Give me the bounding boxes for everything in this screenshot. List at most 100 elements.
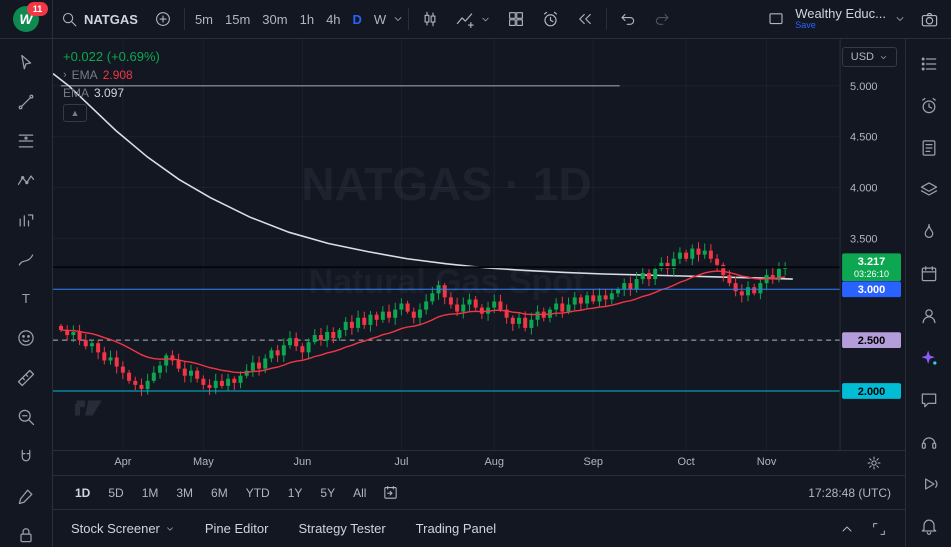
go-to-date-icon[interactable] bbox=[382, 484, 399, 501]
logo[interactable]: W 11 bbox=[0, 0, 53, 38]
hotlist-flame-icon[interactable] bbox=[916, 221, 942, 243]
range-5y[interactable]: 5Y bbox=[312, 483, 343, 503]
time-axis-month: Oct bbox=[678, 456, 695, 468]
monitor-layout-icon bbox=[767, 10, 785, 28]
support-headset-icon[interactable] bbox=[916, 431, 942, 453]
top-toolbar: W 11 NATGAS 5m 15m 30m 1h 4h D W bbox=[0, 0, 951, 39]
time-axis-month: Jun bbox=[293, 456, 311, 468]
time-axis-month: Jul bbox=[394, 456, 408, 468]
layout-grid-button[interactable] bbox=[499, 5, 533, 33]
tab-stock-screener[interactable]: Stock Screener bbox=[71, 521, 175, 536]
fib-retracement-tool-icon[interactable] bbox=[13, 130, 39, 153]
pattern-tool-icon[interactable] bbox=[13, 169, 39, 192]
right-sidebar bbox=[905, 39, 951, 547]
candlestick-icon bbox=[421, 10, 439, 28]
svg-text:2.500: 2.500 bbox=[858, 335, 885, 347]
notification-badge: 11 bbox=[27, 2, 48, 16]
panel-collapse-chevron-icon[interactable] bbox=[839, 521, 855, 537]
interval-1w[interactable]: W bbox=[368, 5, 392, 33]
chart-settings-gear-icon[interactable] bbox=[865, 454, 883, 472]
range-1m[interactable]: 1M bbox=[134, 483, 167, 503]
search-icon bbox=[61, 11, 78, 28]
watchlist-icon[interactable] bbox=[916, 53, 942, 75]
time-axis-month: Sep bbox=[583, 456, 603, 468]
snapshot-button[interactable] bbox=[912, 5, 947, 33]
range-1y[interactable]: 1Y bbox=[280, 483, 311, 503]
indicators-button[interactable] bbox=[447, 5, 499, 33]
divider bbox=[408, 8, 409, 30]
brush-tool-icon[interactable] bbox=[13, 248, 39, 271]
chevron-right-icon: › bbox=[63, 69, 67, 81]
chart-style-button[interactable] bbox=[413, 5, 447, 33]
svg-text:2.000: 2.000 bbox=[858, 386, 885, 398]
edit-pencil-tool-icon[interactable] bbox=[13, 484, 39, 507]
redo-button[interactable] bbox=[645, 5, 679, 33]
time-axis[interactable]: AprMayJunJulAugSepOctNov bbox=[53, 450, 905, 475]
layout-name[interactable]: Wealthy Educ... Save bbox=[795, 7, 886, 30]
symbol-search-button[interactable]: NATGAS bbox=[53, 5, 146, 33]
economic-calendar-icon[interactable] bbox=[916, 263, 942, 285]
interval-1h[interactable]: 1h bbox=[294, 5, 320, 33]
divider bbox=[184, 8, 185, 30]
panel-maximize-icon[interactable] bbox=[871, 521, 887, 537]
compare-add-symbol-button[interactable] bbox=[146, 5, 180, 33]
tradingview-watermark-logo[interactable] bbox=[75, 397, 105, 424]
svg-text:3.000: 3.000 bbox=[858, 284, 885, 296]
range-3m[interactable]: 3M bbox=[168, 483, 201, 503]
alert-button[interactable] bbox=[533, 5, 568, 33]
drawing-toolbar: T bbox=[0, 39, 53, 547]
zoom-tool-icon[interactable] bbox=[13, 406, 39, 429]
tab-pine-editor[interactable]: Pine Editor bbox=[205, 521, 269, 536]
magnet-tool-icon[interactable] bbox=[13, 445, 39, 468]
range-5d[interactable]: 5D bbox=[100, 483, 131, 503]
svg-text:3.217: 3.217 bbox=[858, 256, 885, 268]
interval-menu-chevron-icon[interactable] bbox=[392, 13, 404, 25]
ai-sparkle-icon[interactable] bbox=[916, 347, 942, 369]
emoji-tool-icon[interactable] bbox=[13, 327, 39, 350]
svg-text:4.500: 4.500 bbox=[850, 132, 877, 144]
range-ytd[interactable]: YTD bbox=[238, 483, 278, 503]
lock-drawings-icon[interactable] bbox=[13, 524, 39, 547]
ideas-profile-icon[interactable] bbox=[916, 305, 942, 327]
cursor-tool-icon[interactable] bbox=[13, 51, 39, 74]
tab-strategy-tester[interactable]: Strategy Tester bbox=[298, 521, 385, 536]
tab-trading-panel[interactable]: Trading Panel bbox=[416, 521, 496, 536]
notifications-bell-icon[interactable] bbox=[916, 515, 942, 537]
range-6m[interactable]: 6M bbox=[203, 483, 236, 503]
interval-1d[interactable]: D bbox=[347, 5, 368, 33]
forecast-tool-icon[interactable] bbox=[13, 209, 39, 232]
interval-15m[interactable]: 15m bbox=[219, 5, 256, 33]
publish-play-icon[interactable] bbox=[916, 473, 942, 495]
interval-30m[interactable]: 30m bbox=[256, 5, 293, 33]
trend-line-tool-icon[interactable] bbox=[13, 90, 39, 113]
save-button[interactable]: Save bbox=[795, 21, 886, 30]
layout-manager-button[interactable] bbox=[759, 5, 793, 33]
symbol-name: NATGAS bbox=[84, 12, 138, 27]
chevron-down-icon bbox=[879, 53, 888, 62]
interval-4h[interactable]: 4h bbox=[320, 5, 346, 33]
journal-icon[interactable] bbox=[916, 137, 942, 159]
range-all[interactable]: All bbox=[345, 483, 374, 503]
object-tree-icon[interactable] bbox=[916, 179, 942, 201]
session-clock[interactable]: 17:28:48 (UTC) bbox=[808, 486, 891, 500]
indicators-icon bbox=[455, 10, 474, 29]
ema1-value: 2.908 bbox=[103, 68, 133, 82]
indicator-row-ema2[interactable]: EMA 3.097 bbox=[63, 86, 160, 100]
range-1d[interactable]: 1D bbox=[67, 483, 98, 503]
chat-icon[interactable] bbox=[916, 389, 942, 411]
grid-layout-icon bbox=[507, 10, 525, 28]
svg-text:3.500: 3.500 bbox=[850, 233, 877, 245]
indicator-row-ema1[interactable]: › EMA 2.908 bbox=[63, 68, 160, 82]
bar-replay-button[interactable] bbox=[568, 5, 602, 33]
chart-canvas[interactable]: 5.0004.5004.0003.5003.0002.5002.0003.000… bbox=[53, 39, 905, 450]
alerts-clock-icon[interactable] bbox=[916, 95, 942, 117]
svg-text:4.000: 4.000 bbox=[850, 183, 877, 195]
interval-5m[interactable]: 5m bbox=[189, 5, 219, 33]
text-tool-icon[interactable]: T bbox=[13, 287, 39, 310]
measure-tool-icon[interactable] bbox=[13, 366, 39, 389]
currency-selector[interactable]: USD bbox=[842, 47, 897, 67]
plus-circle-icon bbox=[154, 10, 172, 28]
legend-collapse-button[interactable]: ▲ bbox=[63, 104, 87, 122]
undo-button[interactable] bbox=[611, 5, 645, 33]
layout-chevron-icon[interactable] bbox=[894, 13, 906, 25]
